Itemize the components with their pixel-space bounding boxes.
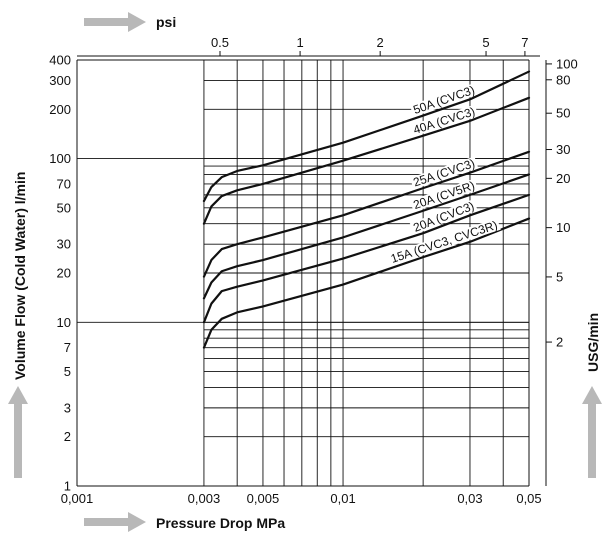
y-tick-label: 50 bbox=[57, 200, 71, 215]
label-layer: 1 2 3 5 7 10 20 30 50 70 100 200 300 400 0,001 0,003 0,0… bbox=[49, 35, 577, 506]
x-tick-label: 0,05 bbox=[516, 491, 541, 506]
y-tick-label: 5 bbox=[64, 364, 71, 379]
x-tick-label: 0,005 bbox=[247, 491, 280, 506]
curve-20a-cv5r bbox=[202, 173, 531, 300]
psi-arrow-icon bbox=[84, 12, 146, 32]
y-tick-label: 2 bbox=[64, 429, 71, 444]
y-tick-label: 300 bbox=[49, 73, 71, 88]
curve-20a-cvc3 bbox=[202, 193, 531, 324]
usg-tick-label: 100 bbox=[556, 56, 578, 71]
y-tick-label: 3 bbox=[64, 400, 71, 415]
psi-tick-label: 1 bbox=[296, 35, 303, 50]
y-tick-label: 7 bbox=[64, 340, 71, 355]
curve-15a-cvc3-cvc3r bbox=[202, 217, 531, 349]
usg-axis-title: USG/min bbox=[585, 313, 601, 372]
curve-label-bg bbox=[409, 104, 479, 137]
curve-label-bg bbox=[409, 83, 479, 117]
curve-layer bbox=[202, 70, 531, 349]
usg-tick-label: 10 bbox=[556, 220, 570, 235]
psi-axis-title: psi bbox=[156, 14, 176, 30]
flow-axis-title: Volume Flow (Cold Water) l/min bbox=[12, 172, 28, 380]
curve-40a-cvc3 bbox=[202, 96, 531, 225]
y-tick-label: 400 bbox=[49, 53, 71, 68]
usg-arrow-icon bbox=[582, 386, 602, 478]
y-tick-label: 100 bbox=[49, 151, 71, 166]
y-tick-label: 30 bbox=[57, 237, 71, 252]
x-tick-label: 0,003 bbox=[188, 491, 221, 506]
y-tick-label: 1 bbox=[64, 479, 71, 494]
pressure-arrow-icon bbox=[84, 512, 146, 532]
y-tick-label: 20 bbox=[57, 266, 71, 281]
psi-tick-label: 7 bbox=[521, 35, 528, 50]
curve-label-bg bbox=[387, 218, 501, 266]
plot-frame bbox=[76, 51, 552, 487]
psi-tick-label: 0.5 bbox=[211, 35, 229, 50]
flow-arrow-icon bbox=[8, 386, 28, 478]
usg-tick-label: 80 bbox=[556, 72, 570, 87]
y-tick-label: 200 bbox=[49, 102, 71, 117]
x-tick-label: 0,03 bbox=[457, 491, 482, 506]
x-tick-label: 0,001 bbox=[61, 491, 94, 506]
x-tick-label: 0,01 bbox=[330, 491, 355, 506]
usg-tick-label: 5 bbox=[556, 269, 563, 284]
usg-tick-label: 50 bbox=[556, 106, 570, 121]
psi-tick-label: 5 bbox=[482, 35, 489, 50]
pressure-axis-title: Pressure Drop MPa bbox=[156, 515, 285, 531]
curve-25a-cvc3 bbox=[202, 150, 531, 278]
usg-tick-label: 20 bbox=[556, 171, 570, 186]
usg-tick-label: 2 bbox=[556, 335, 563, 350]
curve-label-bg bbox=[409, 156, 479, 190]
y-tick-label: 10 bbox=[57, 315, 71, 330]
y-tick-label: 70 bbox=[57, 176, 71, 191]
psi-tick-label: 2 bbox=[377, 35, 384, 50]
curve-50a-cvc3 bbox=[202, 70, 531, 203]
curve-label-bg bbox=[409, 178, 479, 212]
curve-label-bg bbox=[409, 199, 478, 235]
usg-tick-label: 30 bbox=[556, 142, 570, 157]
